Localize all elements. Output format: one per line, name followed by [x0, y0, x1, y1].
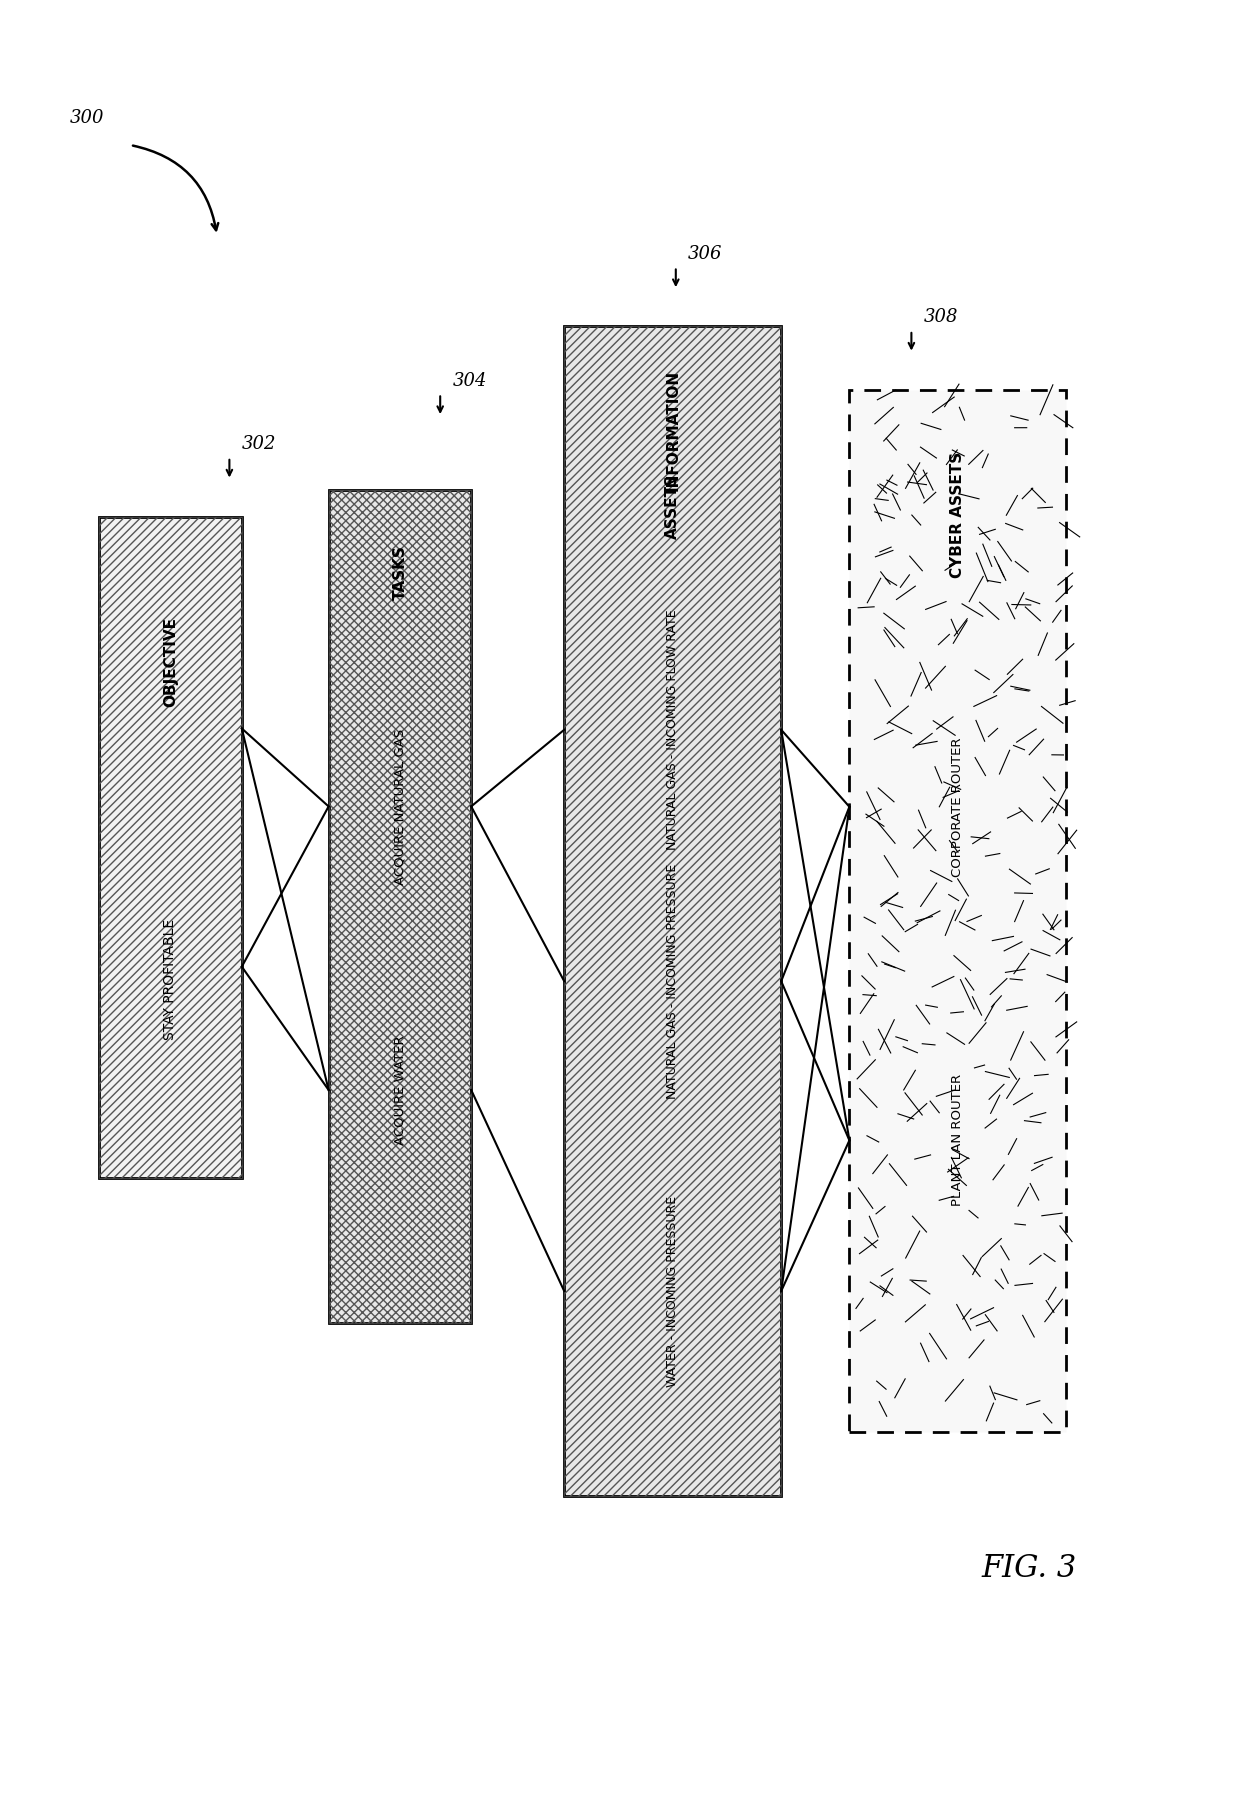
Text: CYBER ASSETS: CYBER ASSETS: [950, 451, 966, 578]
FancyArrowPatch shape: [133, 145, 218, 230]
Text: 304: 304: [453, 372, 487, 390]
Bar: [329, 490, 471, 1323]
Text: ACQUIRE WATER: ACQUIRE WATER: [393, 1035, 407, 1144]
Text: FIG. 3: FIG. 3: [982, 1552, 1076, 1585]
Text: PLANT LAN ROUTER: PLANT LAN ROUTER: [951, 1075, 965, 1206]
Text: OBJECTIVE: OBJECTIVE: [162, 616, 179, 707]
Bar: [99, 517, 242, 1178]
Bar: [564, 326, 781, 1496]
Text: 300: 300: [69, 109, 104, 127]
Text: 302: 302: [242, 435, 277, 453]
Text: ACQUIRE NATURAL GAS: ACQUIRE NATURAL GAS: [393, 729, 407, 885]
Text: 306: 306: [688, 245, 723, 263]
Text: INFORMATION: INFORMATION: [665, 370, 681, 491]
Bar: [99, 517, 242, 1178]
Bar: [849, 390, 1066, 1432]
Text: CORPORATE ROUTER: CORPORATE ROUTER: [951, 738, 965, 876]
Text: STAY PROFITABLE: STAY PROFITABLE: [164, 919, 177, 1041]
Text: NATURAL GAS - INCOMING PRESSURE: NATURAL GAS - INCOMING PRESSURE: [666, 863, 680, 1099]
Text: WATER - INCOMING PRESSURE: WATER - INCOMING PRESSURE: [666, 1195, 680, 1387]
Text: ASSETS: ASSETS: [665, 473, 681, 538]
Bar: [329, 490, 471, 1323]
Text: NATURAL GAS - INCOMING FLOW RATE: NATURAL GAS - INCOMING FLOW RATE: [666, 609, 680, 850]
Bar: [564, 326, 781, 1496]
Text: 308: 308: [924, 308, 959, 326]
Text: TASKS: TASKS: [392, 546, 408, 600]
